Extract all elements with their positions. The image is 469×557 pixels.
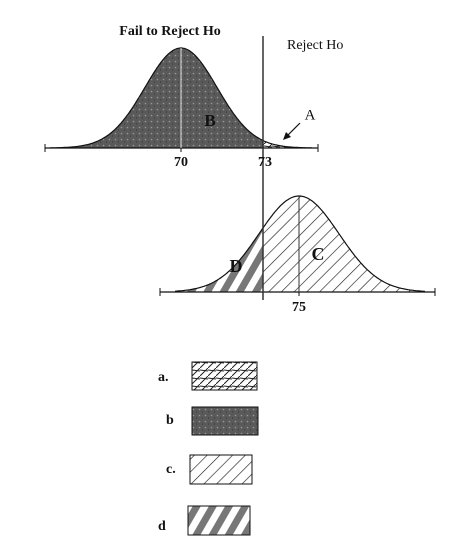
arrowhead — [283, 132, 291, 140]
region-label: C — [312, 244, 325, 264]
legend-letter: d — [158, 519, 166, 534]
fail-label: Fail to Reject Ho — [119, 24, 220, 39]
axis-label: 73 — [258, 155, 272, 170]
region-b — [55, 48, 263, 148]
reject-label: Reject Ho — [287, 38, 343, 53]
region-label: B — [204, 111, 215, 130]
axis-label: 75 — [292, 300, 306, 315]
curves — [44, 47, 436, 296]
region-d — [180, 228, 263, 292]
axis-label: 70 — [174, 155, 188, 170]
region-label: A — [305, 107, 316, 123]
legend-letter: b — [166, 413, 174, 428]
legend-letter: c. — [166, 462, 176, 477]
legend-swatch — [189, 454, 253, 485]
legend-swatch — [191, 361, 258, 391]
curve — [175, 195, 425, 292]
legend-swatch — [191, 406, 259, 436]
legend-swatch — [187, 505, 251, 536]
region-c — [263, 196, 420, 292]
legend-letter: a. — [158, 370, 169, 385]
region-a — [263, 140, 310, 148]
region-label: D — [230, 256, 243, 276]
